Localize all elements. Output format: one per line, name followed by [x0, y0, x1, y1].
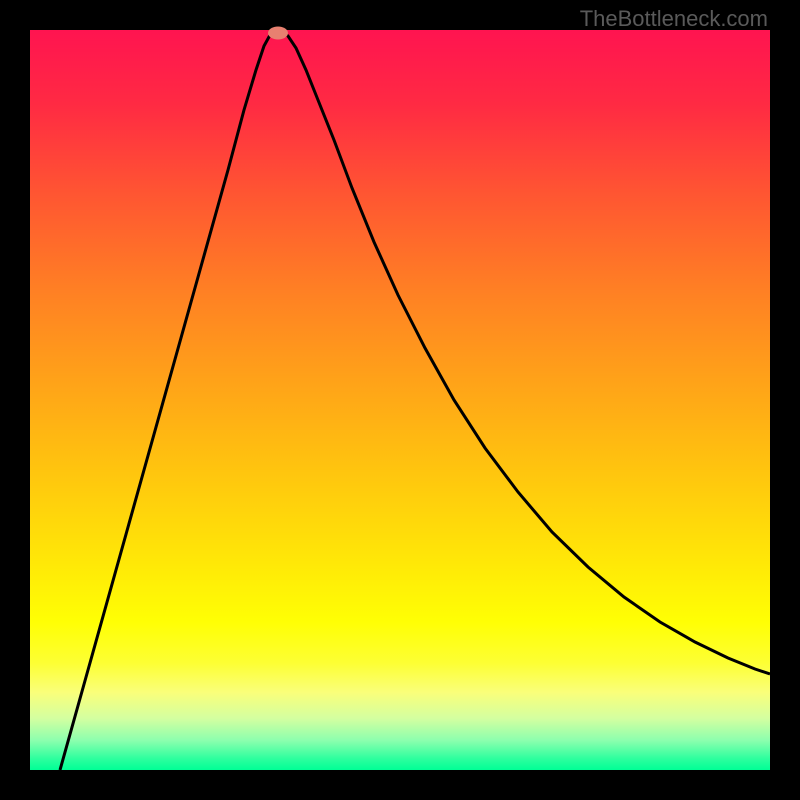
curve-layer — [30, 30, 770, 770]
bottleneck-curve — [60, 30, 770, 770]
minimum-marker — [268, 27, 288, 40]
plot-area — [30, 30, 770, 770]
watermark-label: TheBottleneck.com — [580, 6, 768, 32]
chart-container: TheBottleneck.com — [0, 0, 800, 800]
